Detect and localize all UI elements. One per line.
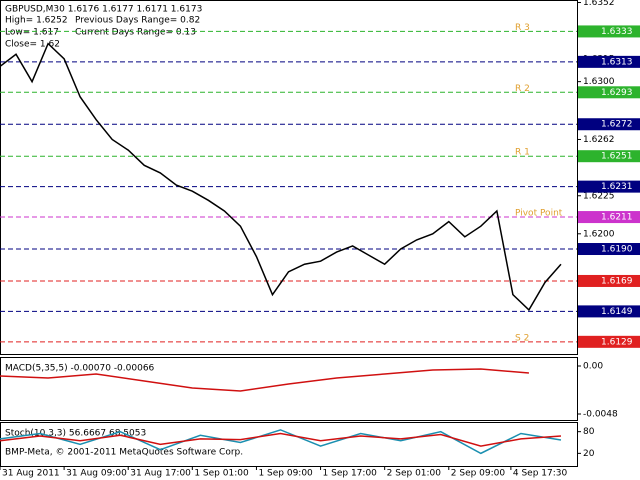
y-tick-label: 1.6262 (583, 135, 615, 145)
y-tick-label: 80 (583, 427, 595, 437)
level-label-bg (578, 118, 640, 131)
x-tick-label: 4 Sep 17:30 (513, 469, 568, 479)
y-tick-label: -0.0048 (583, 410, 618, 420)
level-label-bg (578, 25, 640, 38)
main-panel (0, 0, 578, 355)
y-tick-label: 1.6200 (583, 229, 615, 239)
level-label-bg (578, 274, 640, 287)
macd-panel (0, 357, 578, 421)
header-high: High= 1.6252 (5, 16, 68, 26)
level-name: R 3 (515, 23, 530, 33)
stoch-title: Stoch(10,3,3) 56.6667 68.5053 (5, 429, 146, 439)
level-name: R 2 (515, 84, 530, 94)
level-label-bg (578, 150, 640, 163)
level-label: 1.6272 (601, 120, 633, 130)
level-label: 1.6333 (601, 27, 633, 37)
level-label: 1.6231 (601, 182, 633, 192)
series-line (0, 368, 529, 392)
level-name: S 2 (515, 333, 529, 343)
x-tick-label: 31 Aug 09:00 (66, 469, 127, 479)
level-label: 1.6129 (601, 337, 633, 347)
level-label-bg (578, 55, 640, 68)
y-tick-label: 1.6300 (583, 77, 615, 87)
x-tick-label: 2 Sep 01:00 (387, 469, 442, 479)
level-label: 1.6211 (601, 213, 633, 223)
y-tick-label: 20 (583, 449, 595, 459)
x-tick-label: 1 Sep 17:00 (323, 469, 378, 479)
level-label-bg (578, 86, 640, 99)
series-line (0, 432, 562, 447)
level-label: 1.6149 (601, 307, 633, 317)
level-label-bg (578, 211, 640, 224)
y-tick-label: 1.6352 (583, 0, 615, 8)
level-label-bg (578, 305, 640, 318)
series-line (0, 42, 562, 312)
level-name: R 1 (515, 148, 530, 158)
macd-title: MACD(5,35,5) -0.00070 -0.00066 (5, 364, 155, 374)
level-name: Pivot Point (515, 209, 563, 219)
level-label: 1.6169 (601, 276, 633, 286)
x-tick-label: 31 Aug 2011 (2, 469, 60, 479)
header-low: Low= 1.617 (5, 28, 59, 38)
level-label: 1.6313 (601, 57, 633, 67)
level-label-bg (578, 335, 640, 348)
copyright: BMP-Meta, © 2001-2011 MetaQuotes Softwar… (5, 448, 243, 458)
header-close: Close= 1.62 (5, 40, 60, 50)
header-symbol: GBPUSD,M30 1.6176 1.6177 1.6171 1.6173 (5, 5, 202, 15)
header-prev-range: Previous Days Range= 0.82 (75, 16, 200, 26)
level-label: 1.6251 (601, 152, 633, 162)
y-tick-label: 0.00 (583, 362, 603, 372)
stoch-panel (0, 422, 578, 467)
y-tick-label: 1.6225 (583, 191, 615, 201)
x-tick-label: 31 Aug 17:00 (130, 469, 191, 479)
x-tick-label: 2 Sep 09:00 (451, 469, 506, 479)
level-label-bg (578, 180, 640, 193)
level-label: 1.6293 (601, 88, 633, 98)
x-tick-label: 1 Sep 01:00 (194, 469, 249, 479)
level-label: 1.6190 (601, 245, 633, 255)
x-tick-label: 1 Sep 09:00 (258, 469, 313, 479)
header-cur-range: Current Days Range= 0.13 (75, 28, 196, 38)
series-line (0, 429, 562, 455)
level-label-bg (578, 243, 640, 256)
